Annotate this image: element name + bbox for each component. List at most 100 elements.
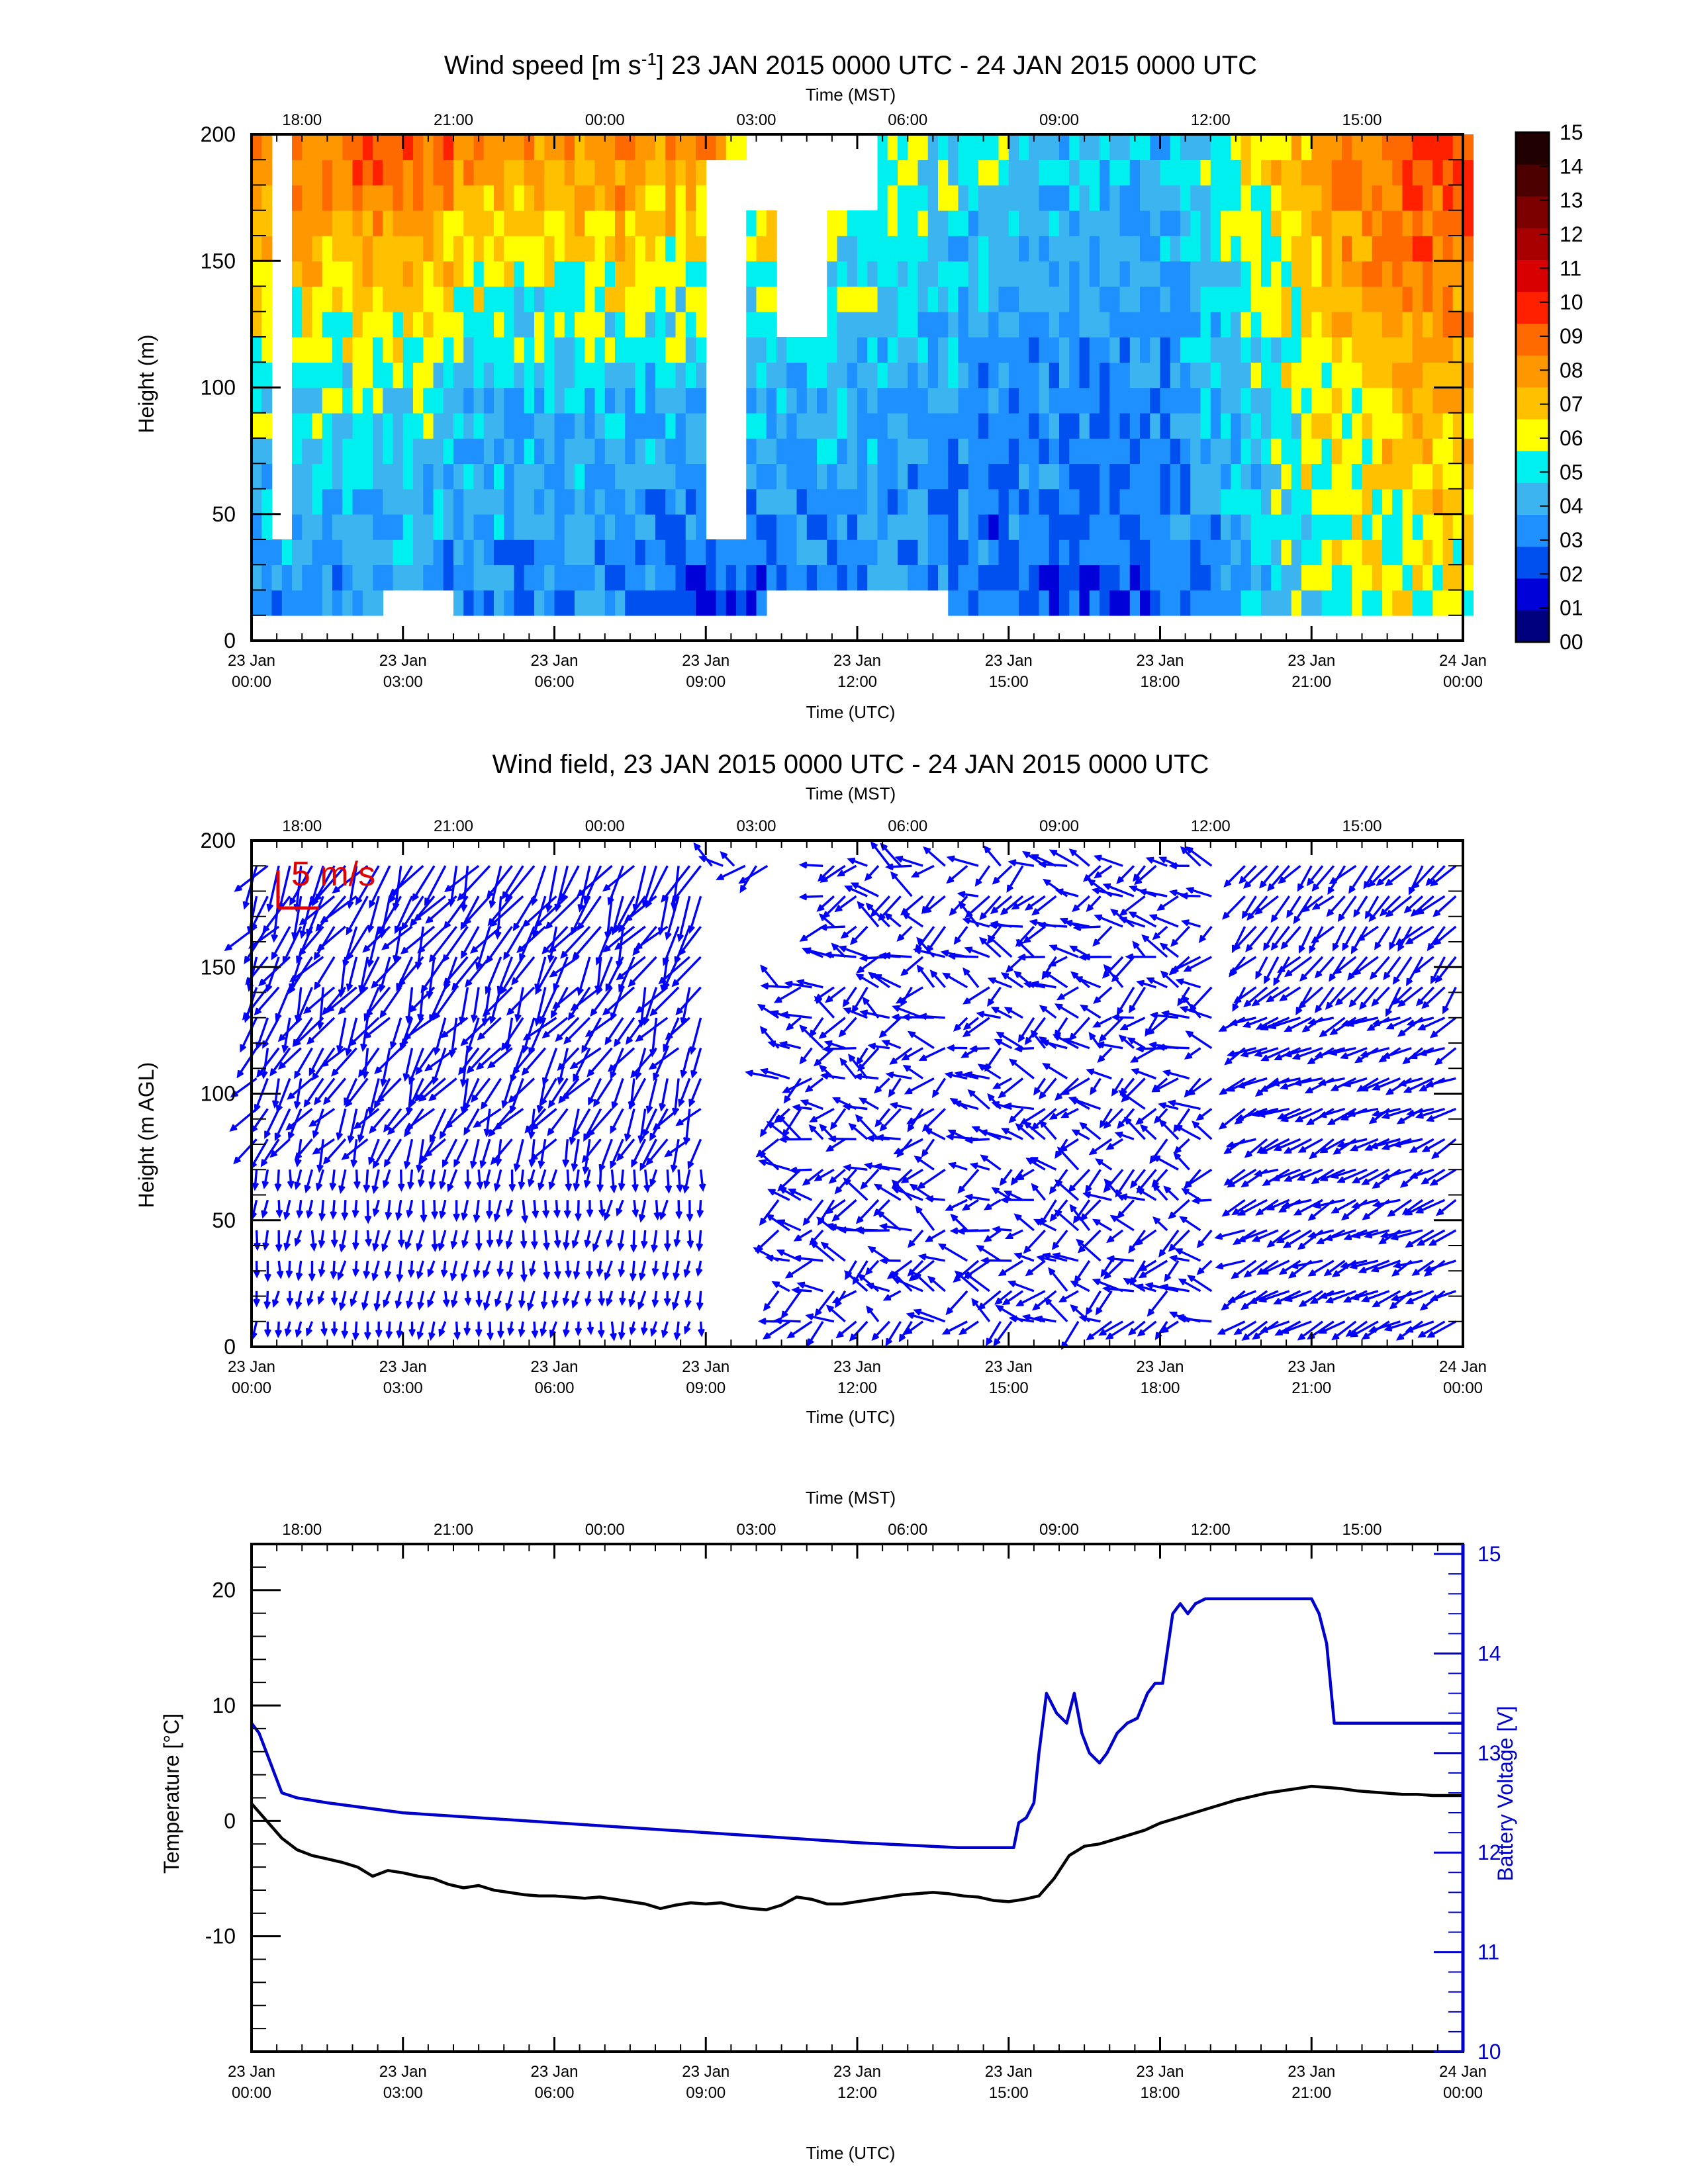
top-tick-label: 00:00 (585, 1521, 625, 1539)
heatmap-cell (1382, 463, 1393, 490)
heatmap-cell (615, 488, 626, 515)
heatmap-cell (625, 565, 636, 591)
heatmap-cell (1372, 261, 1383, 287)
wind-vector (416, 1139, 424, 1173)
wind-vector (819, 1123, 835, 1140)
wind-vector (361, 1291, 369, 1311)
heatmap-cell (917, 337, 929, 363)
heatmap-cell (1170, 387, 1181, 414)
heatmap-cell (443, 488, 454, 515)
heatmap-cell (696, 463, 707, 490)
wind-vector (469, 925, 502, 954)
heatmap-cell (1463, 463, 1474, 490)
wind-vector (513, 1138, 524, 1173)
heatmap-cell (564, 134, 575, 161)
heatmap-cell (413, 210, 424, 236)
wind-vector (1093, 986, 1113, 1005)
heatmap-cell (1180, 236, 1192, 262)
heatmap-cell (362, 210, 373, 236)
temp-xlabel: Time (UTC) (806, 2143, 896, 2163)
colorbar-tick-label: 12 (1560, 222, 1583, 246)
heatmap-cell (1129, 286, 1141, 312)
heatmap-cell (1442, 159, 1454, 186)
wind-vector (389, 865, 424, 897)
heatmap-cell (1221, 185, 1232, 211)
heatmap-cell (534, 337, 545, 363)
heatmap-cell (1311, 185, 1323, 211)
heatmap-cell (585, 261, 596, 287)
heatmap-cell (252, 185, 263, 211)
heatmap-cell (332, 514, 344, 540)
heatmap-cell (1321, 539, 1333, 566)
wind-vector (1111, 1077, 1124, 1097)
heatmap-cell (594, 185, 606, 211)
heatmap-cell (554, 387, 565, 414)
heatmap-cell (1423, 412, 1434, 439)
heatmap-cell (514, 159, 525, 186)
heatmap-cell (1221, 210, 1232, 236)
heatmap-cell (1250, 185, 1262, 211)
heatmap-cell (564, 488, 575, 515)
heatmap-cell (1352, 438, 1363, 465)
heatmap-cell (393, 185, 404, 211)
wind-vector (882, 1290, 902, 1301)
heatmap-cell (1180, 261, 1192, 287)
heatmap-cell (908, 412, 919, 439)
wind-vector (527, 1291, 536, 1312)
heatmap-cell (908, 185, 919, 211)
wind-vector (1170, 925, 1190, 947)
heatmap-cell (352, 539, 363, 566)
heatmap-cell (1160, 514, 1171, 540)
heatmap-cell (867, 261, 878, 287)
heatmap-cell (998, 539, 1009, 566)
x-tick-label-date: 23 Jan (530, 1358, 578, 1376)
heatmap-cell (615, 286, 626, 312)
wind-vector (661, 865, 691, 903)
wind-vector (592, 1077, 613, 1108)
wind-vector (1049, 1199, 1068, 1222)
wind-vector (857, 901, 880, 928)
heatmap-cell (1423, 159, 1434, 186)
heatmap-cell (322, 311, 333, 338)
wind-vector (1237, 1077, 1268, 1089)
wind-vector (1175, 978, 1201, 989)
y-tick-label: 200 (201, 829, 236, 852)
wind-vector (787, 1188, 813, 1201)
heatmap-cell (1271, 387, 1282, 414)
wind-vector (857, 1047, 880, 1072)
wind-vector (316, 1139, 324, 1173)
wind-vector (1116, 865, 1135, 884)
wind-vector (893, 1138, 923, 1155)
heatmap-cell (1392, 463, 1403, 490)
heatmap-cell (252, 210, 263, 236)
heatmap-cell (927, 337, 939, 363)
heatmap-cell (665, 261, 677, 287)
top-tick-label: 15:00 (1342, 1521, 1382, 1539)
heatmap-cell (322, 463, 333, 490)
heatmap-cell (1331, 539, 1342, 566)
wind-vector (1282, 1229, 1313, 1249)
wind-vector (1017, 953, 1045, 961)
wind-vector (312, 1138, 336, 1155)
heatmap-cell (423, 463, 434, 490)
heatmap-cell (1432, 438, 1444, 465)
wind-vector (485, 926, 513, 964)
wind-vector (964, 1193, 990, 1201)
heatmap-cell (1412, 412, 1423, 439)
heatmap-cell (1311, 412, 1323, 439)
heatmap-cell (1190, 387, 1201, 414)
wind-vector (401, 895, 424, 931)
wind-vector (275, 987, 291, 1022)
heatmap-cell (645, 134, 656, 161)
heatmap-cell (685, 488, 696, 515)
heatmap-cell (594, 488, 606, 515)
heatmap-cell (1190, 236, 1201, 262)
heatmap-cell (1241, 514, 1252, 540)
wind-vector (571, 1139, 580, 1172)
wind-vector (640, 1230, 648, 1250)
heatmap-cell (665, 514, 677, 540)
heatmap-cell (645, 337, 656, 363)
wind-vector (1324, 1229, 1356, 1242)
wind-vector (1348, 1259, 1379, 1270)
wind-vector (471, 987, 480, 1023)
